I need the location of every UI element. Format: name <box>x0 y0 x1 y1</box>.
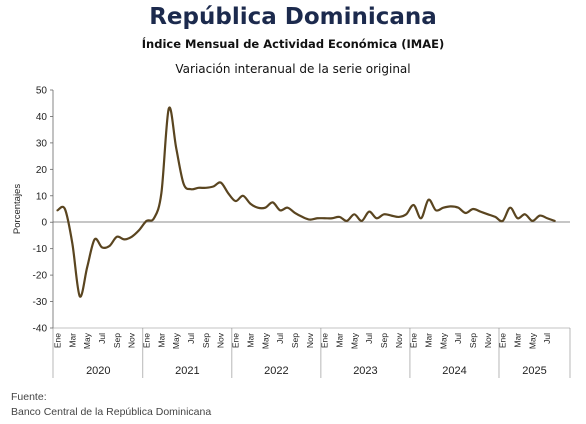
x-tick-label: Mar <box>424 333 434 348</box>
x-tick-label: Sep <box>290 333 300 348</box>
x-tick-label: Ene <box>142 333 152 348</box>
year-label: 2023 <box>353 365 377 377</box>
year-label: 2022 <box>264 365 288 377</box>
chart-title: República Dominicana <box>149 4 437 30</box>
y-tick-label: 50 <box>36 86 48 97</box>
x-tick-label: Sep <box>379 333 389 348</box>
x-tick-label: May <box>438 332 448 349</box>
x-tick-label: Ene <box>231 333 241 348</box>
y-tick-label: -30 <box>33 297 48 308</box>
x-tick-label: May <box>349 332 359 349</box>
x-tick-label: Nov <box>305 332 315 348</box>
x-tick-label: Sep <box>112 333 122 348</box>
y-tick-label: 0 <box>41 218 47 229</box>
x-tick-label: Nov <box>216 332 226 348</box>
x-tick-label: Mar <box>334 333 344 348</box>
x-tick-label: Mar <box>245 333 255 348</box>
year-label: 2024 <box>442 365 466 377</box>
x-tick-group: Ene Mar May Jul Sep Nov Ene Mar May Jul Sep Nov Ene M… <box>53 332 553 349</box>
y-tick-label: -10 <box>33 244 48 255</box>
x-tick-label: Mar <box>67 333 77 348</box>
y-tick-group: 50 40 30 20 10 0 -10 -20 -30 -40 <box>33 86 53 335</box>
source-label: Fuente: <box>11 391 47 403</box>
x-tick-label: Ene <box>409 333 419 348</box>
x-tick-label: Nov <box>127 332 137 348</box>
x-tick-label: Mar <box>156 333 166 348</box>
year-label-group: 2020 2021 2022 2023 2024 2025 <box>52 328 571 378</box>
x-tick-label: Jul <box>542 333 552 344</box>
y-tick-label: 20 <box>36 165 48 176</box>
chart-description: Variación interanual de la serie origina… <box>175 62 411 76</box>
x-tick-label: Jul <box>364 333 374 344</box>
x-tick-label: Sep <box>468 333 478 348</box>
x-tick-label: May <box>82 332 92 349</box>
x-tick-label: Nov <box>394 332 404 348</box>
x-tick-label: Jul <box>453 333 463 344</box>
x-tick-label: Nov <box>483 332 493 348</box>
y-tick-label: 40 <box>36 112 48 123</box>
x-tick-label: Jul <box>186 333 196 344</box>
x-tick-label: Ene <box>53 333 63 348</box>
x-tick-label: Ene <box>320 333 330 348</box>
year-label: 2025 <box>522 365 546 377</box>
x-tick-label: Jul <box>97 333 107 344</box>
x-tick-label: Ene <box>498 333 508 348</box>
y-tick-label: -40 <box>33 324 48 335</box>
y-tick-label: -20 <box>33 271 48 282</box>
x-tick-label: Jul <box>275 333 285 344</box>
y-axis-label: Porcentajes <box>12 184 23 234</box>
x-tick-label: May <box>527 332 537 349</box>
year-label: 2020 <box>86 365 110 377</box>
year-label: 2021 <box>175 365 199 377</box>
series-line <box>56 106 556 298</box>
x-tick-label: May <box>171 332 181 349</box>
chart-subtitle: Índice Mensual de Actividad Económica (I… <box>141 37 445 51</box>
source-name: Banco Central de la República Dominicana <box>11 406 212 418</box>
x-tick-label: Sep <box>201 333 211 348</box>
x-tick-label: May <box>260 332 270 349</box>
y-tick-label: 10 <box>36 191 48 202</box>
x-tick-label: Mar <box>513 333 523 348</box>
y-tick-label: 30 <box>36 138 48 149</box>
